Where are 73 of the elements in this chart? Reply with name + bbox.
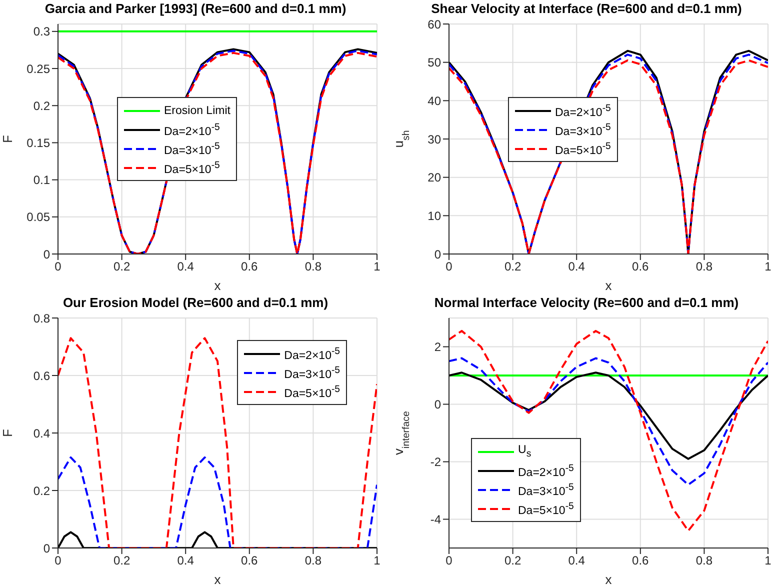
x-tick-label: 0.6 bbox=[241, 260, 258, 274]
x-axis-title: x bbox=[214, 572, 222, 587]
y-tick-label: 0.15 bbox=[26, 136, 50, 150]
y-tick-label: 0.2 bbox=[33, 98, 50, 113]
chart-title: Normal Interface Velocity (Re=600 and d=0.1 mm) bbox=[433, 294, 740, 312]
x-tick-label: 0.2 bbox=[504, 260, 522, 274]
legend-label: Da=2×10$^{-5}$ bbox=[164, 122, 220, 138]
line-series bbox=[449, 372, 768, 460]
x-tick-label: 0.6 bbox=[241, 554, 258, 568]
x-tick-label: 0.4 bbox=[568, 554, 586, 568]
y-tick-label: 30 bbox=[428, 132, 442, 146]
x-tick-label: 0.8 bbox=[304, 554, 322, 568]
x-tick-label: 0 bbox=[54, 260, 62, 274]
legend-label: Da=2×10$^{-5}$ bbox=[555, 102, 611, 118]
x-tick-label: 0 bbox=[446, 260, 453, 274]
y-tick-label: 2 bbox=[434, 340, 442, 354]
y-tick-label: -4 bbox=[430, 512, 442, 527]
x-tick-label: 0.8 bbox=[304, 260, 322, 274]
x-tick-label: 0.8 bbox=[696, 260, 713, 274]
x-tick-label: 0.6 bbox=[632, 260, 650, 274]
x-tick-label: 0 bbox=[54, 554, 62, 568]
y-tick-label: 0.4 bbox=[33, 426, 50, 440]
y-tick-label: 0.3 bbox=[33, 24, 50, 39]
x-tick-label: 0.2 bbox=[113, 554, 130, 568]
x-tick-label: 0.2 bbox=[504, 554, 522, 568]
y-tick-label: 10 bbox=[428, 208, 442, 223]
x-tick-label: 1 bbox=[764, 260, 772, 274]
y-tick-label: -2 bbox=[430, 455, 442, 470]
y-tick-label: 0.25 bbox=[26, 62, 50, 76]
y-tick-label: 0.8 bbox=[33, 311, 50, 326]
x-tick-label: 0.2 bbox=[113, 260, 130, 274]
y-axis-title: F bbox=[0, 428, 15, 437]
y-tick-label: 0.1 bbox=[33, 173, 50, 188]
legend-label: Da=2×10$^{-5}$ bbox=[284, 346, 340, 362]
legend-label: U$_{s}$ bbox=[518, 444, 532, 460]
legend-label: Da=5×10$^{-5}$ bbox=[164, 160, 220, 176]
x-axis-title: x bbox=[214, 278, 222, 293]
x-tick-label: 0.4 bbox=[177, 554, 194, 568]
x-tick-label: 1 bbox=[374, 554, 381, 568]
x-tick-label: 0.4 bbox=[568, 260, 586, 274]
legend-label: Erosion Limit bbox=[164, 104, 230, 116]
y-tick-label: 0 bbox=[434, 398, 442, 412]
y-tick-label: 0.05 bbox=[26, 210, 50, 224]
y-tick-label: 50 bbox=[428, 56, 442, 70]
line-series bbox=[449, 330, 768, 532]
y-tick-label: 60 bbox=[428, 17, 442, 32]
x-tick-label: 0.8 bbox=[696, 554, 713, 568]
chart-title: Garcia and Parker [1993] (Re=600 and d=0.1 mm) bbox=[44, 0, 348, 18]
y-tick-label: 40 bbox=[428, 94, 442, 108]
legend-label: Da=2×10$^{-5}$ bbox=[518, 462, 574, 478]
y-tick-label: 0 bbox=[434, 247, 442, 262]
x-tick-label: 0.6 bbox=[632, 554, 650, 568]
y-tick-label: 0 bbox=[43, 541, 50, 556]
legend-label: Da=5×10$^{-5}$ bbox=[518, 500, 574, 516]
chart-title: Shear Velocity at Interface (Re=600 and d=0.1 mm) bbox=[430, 0, 743, 18]
legend-label: Da=3×10$^{-5}$ bbox=[284, 364, 340, 380]
x-axis-title: x bbox=[605, 572, 612, 587]
y-tick-label: 0 bbox=[43, 247, 50, 262]
y-tick-label: 0.2 bbox=[33, 484, 50, 498]
x-tick-label: 1 bbox=[764, 554, 772, 568]
y-axis-title: F bbox=[0, 134, 15, 143]
legend-label: Da=3×10$^{-5}$ bbox=[164, 140, 220, 156]
x-tick-label: 0 bbox=[446, 554, 453, 568]
legend-label: Da=3×10$^{-5}$ bbox=[555, 122, 611, 138]
y-tick-label: 20 bbox=[428, 170, 442, 185]
legend-label: Da=5×10$^{-5}$ bbox=[555, 140, 611, 156]
x-tick-label: 1 bbox=[374, 260, 381, 274]
chart-title: Our Erosion Model (Re=600 and d=0.1 mm) bbox=[62, 294, 330, 312]
legend-label: Da=3×10$^{-5}$ bbox=[518, 482, 574, 498]
legend-label: Da=5×10$^{-5}$ bbox=[284, 384, 340, 400]
x-tick-label: 0.4 bbox=[177, 260, 194, 274]
x-axis-title: x bbox=[605, 278, 612, 293]
y-tick-label: 0.6 bbox=[33, 368, 50, 383]
